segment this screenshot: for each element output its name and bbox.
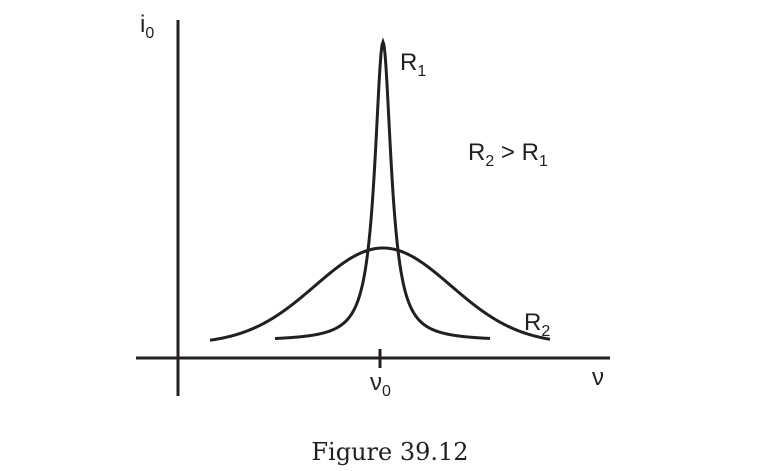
curve-label-r2: R2 xyxy=(524,309,550,340)
tick-label-nu0: ν0 xyxy=(370,369,391,400)
curve-label-r1: R1 xyxy=(400,49,426,80)
x-axis-label: ν xyxy=(592,364,604,391)
curve-r1 xyxy=(274,37,491,341)
y-axis-label: i0 xyxy=(140,11,154,42)
curve-r2 xyxy=(209,246,551,342)
figure-caption: Figure 39.12 xyxy=(311,438,468,466)
relation-label: R2 > R1 xyxy=(468,139,548,170)
